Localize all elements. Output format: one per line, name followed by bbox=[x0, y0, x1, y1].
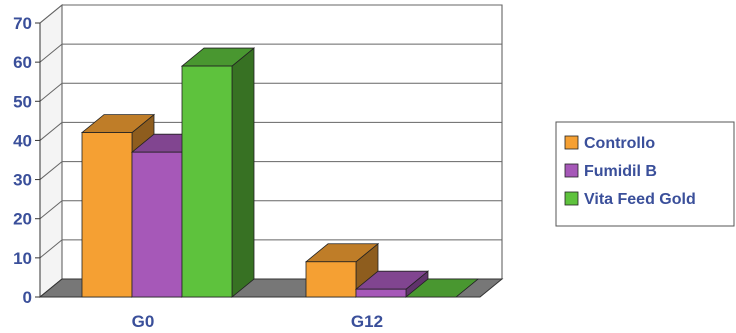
legend-item: Fumidil B bbox=[564, 163, 657, 180]
bar-front bbox=[131, 151, 183, 298]
y-tick-label: 0 bbox=[23, 288, 32, 307]
legend-box bbox=[555, 121, 735, 227]
bar bbox=[354, 270, 430, 298]
legend-swatch bbox=[564, 163, 579, 178]
bar-front bbox=[305, 261, 357, 298]
x-category-label: G0 bbox=[132, 312, 155, 331]
bar-front bbox=[181, 65, 233, 298]
gridline-20 bbox=[39, 200, 502, 220]
y-tick-label: 20 bbox=[13, 210, 32, 229]
bar bbox=[404, 278, 480, 298]
gridline-40 bbox=[39, 121, 502, 141]
x-category-label: G12 bbox=[351, 312, 383, 331]
legend-swatch bbox=[564, 135, 579, 150]
bar-side bbox=[231, 47, 255, 298]
y-tick-label: 40 bbox=[13, 131, 32, 150]
gridline-50 bbox=[39, 82, 502, 102]
bar-front bbox=[81, 132, 133, 298]
y-tick-label: 50 bbox=[13, 92, 32, 111]
gridline-30 bbox=[39, 161, 502, 180]
y-tick-label: 10 bbox=[13, 249, 32, 268]
side-wall bbox=[39, 3, 63, 299]
x-axis-labels: G0 G12 bbox=[132, 312, 383, 331]
y-tick-label: 30 bbox=[13, 171, 32, 190]
y-tick-label: 60 bbox=[13, 53, 32, 72]
gridline-70 bbox=[39, 4, 502, 24]
legend-item: Vita Feed Gold bbox=[564, 191, 696, 208]
bar bbox=[180, 47, 256, 298]
bars bbox=[80, 47, 480, 298]
legend-label: Fumidil B bbox=[584, 163, 657, 180]
y-axis: 0 10 20 30 40 50 60 70 bbox=[13, 14, 41, 307]
y-tick-label: 70 bbox=[13, 14, 32, 33]
legend-item: Controllo bbox=[564, 135, 655, 152]
bar-top bbox=[404, 278, 480, 298]
legend-swatch bbox=[564, 191, 579, 206]
legend: Controllo Fumidil B Vita Feed Gold bbox=[555, 121, 735, 227]
legend-label: Controllo bbox=[584, 135, 655, 152]
bar-front bbox=[355, 288, 407, 298]
gridline-60 bbox=[39, 43, 502, 63]
legend-label: Vita Feed Gold bbox=[584, 191, 696, 208]
bar bbox=[304, 242, 380, 298]
gridline-10 bbox=[39, 239, 502, 259]
